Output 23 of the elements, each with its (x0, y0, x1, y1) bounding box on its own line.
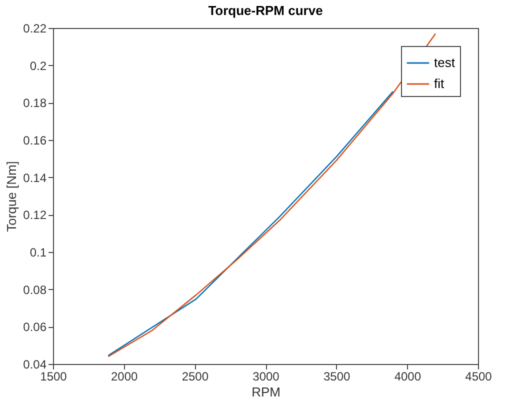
x-tick-label: 4000 (394, 370, 422, 384)
line-series (108, 90, 394, 356)
x-tick-label: 3500 (323, 370, 351, 384)
y-tick-label: 0.04 (23, 358, 47, 372)
y-tick-label: 0.22 (23, 22, 47, 36)
legend-label: fit (434, 76, 444, 91)
y-tick-label: 0.18 (23, 96, 47, 110)
chart-title: Torque-RPM curve (208, 3, 323, 18)
y-tick-label: 0.1 (30, 246, 47, 260)
y-tick-label: 0.08 (23, 282, 47, 297)
y-tick-label: 0.12 (23, 208, 47, 222)
x-tick-label: 2500 (182, 370, 209, 384)
y-tick-label: 0.14 (23, 170, 47, 185)
y-tick-label: 0.2 (30, 58, 47, 73)
x-tick-label: 1500 (40, 370, 68, 384)
x-tick-label: 4500 (465, 370, 492, 384)
x-tick-label: 3000 (252, 370, 280, 384)
x-axis-title: RPM (252, 384, 280, 400)
y-tick-label: 0.06 (23, 320, 47, 334)
legend-label: test (434, 55, 456, 70)
y-tick-label: 0.16 (23, 134, 47, 148)
y-axis-title: Torque [Nm] (4, 161, 20, 232)
x-tick-label: 2000 (110, 370, 138, 384)
